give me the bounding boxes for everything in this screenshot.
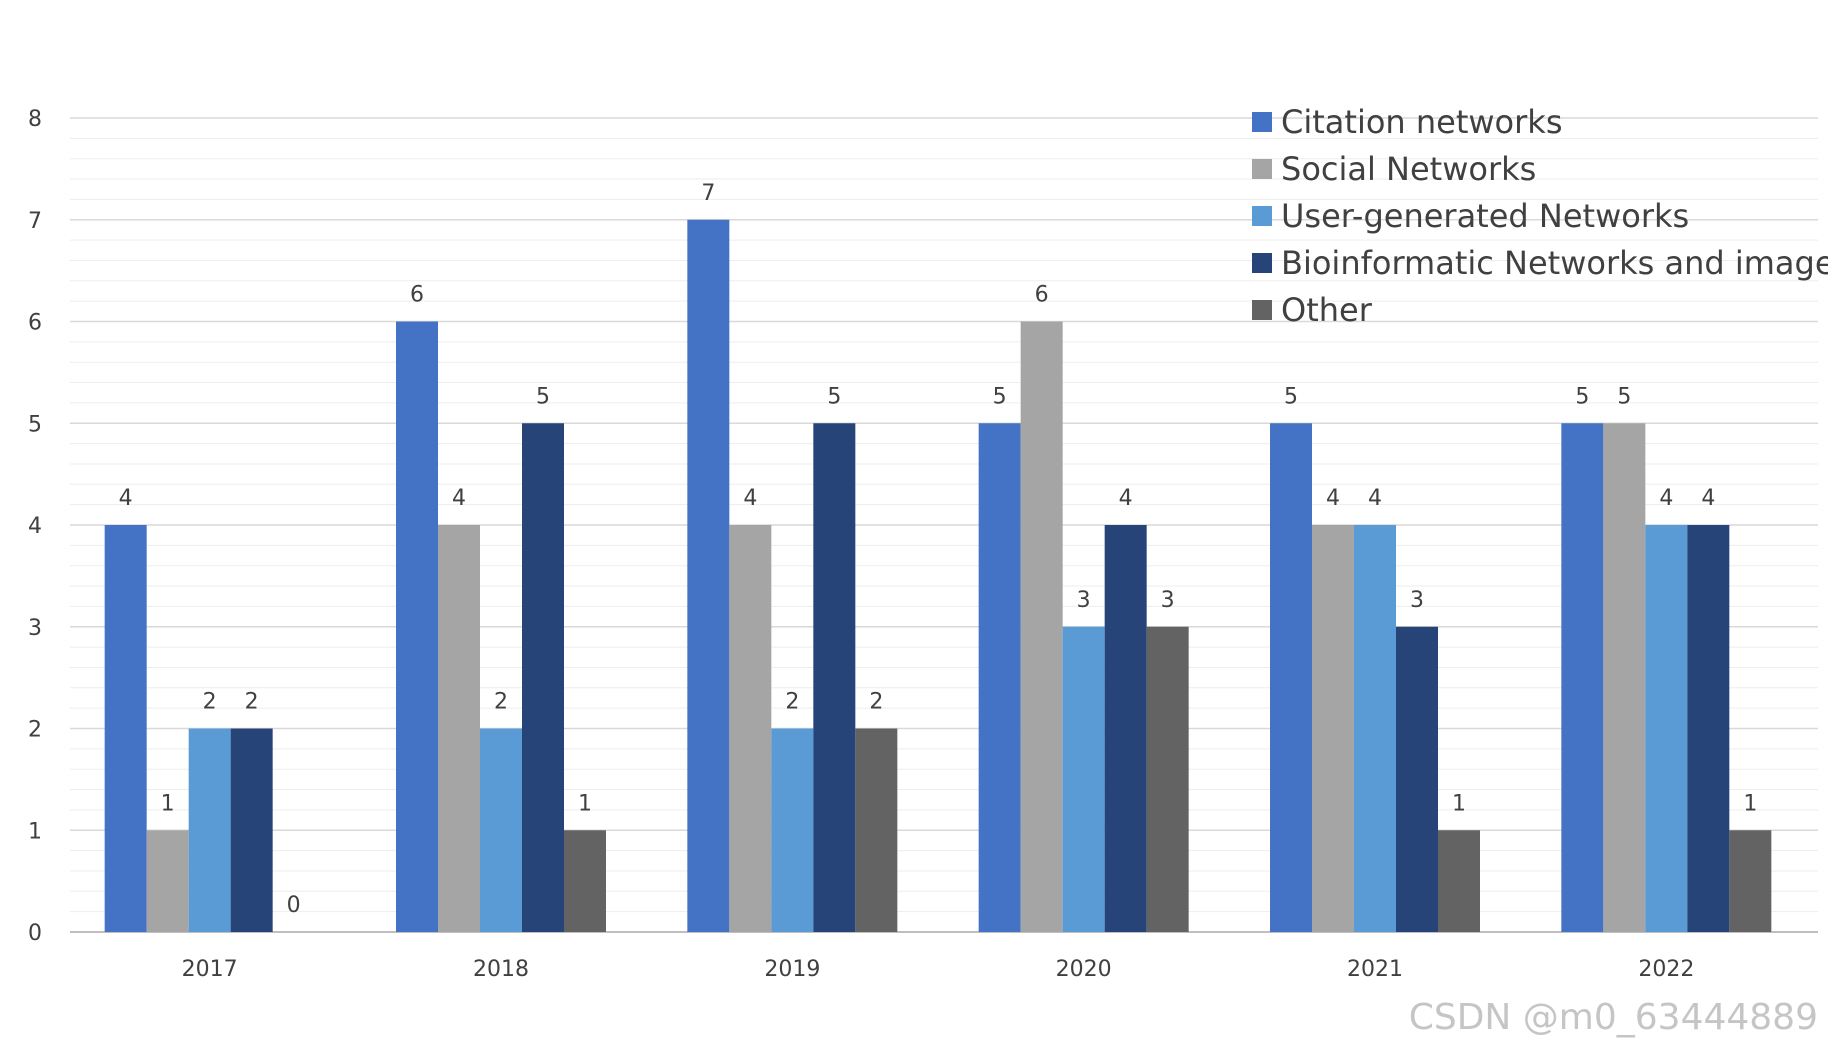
bar-citation-networks-2019 bbox=[687, 219, 730, 932]
data-label: 1 bbox=[161, 791, 175, 816]
x-tick-label: 2022 bbox=[1638, 957, 1694, 982]
legend-label: Citation networks bbox=[1281, 103, 1562, 141]
bar-user-generated-networks-2020 bbox=[1062, 626, 1105, 932]
bar-bioinformatic-networks-and-images-2017 bbox=[230, 728, 273, 932]
data-label: 6 bbox=[410, 283, 424, 308]
data-label: 4 bbox=[452, 486, 466, 511]
bar-other-2020 bbox=[1146, 626, 1189, 932]
x-tick-label: 2020 bbox=[1056, 957, 1112, 982]
legend-label: User-generated Networks bbox=[1281, 197, 1689, 235]
x-tick-label: 2021 bbox=[1347, 957, 1403, 982]
bar-bioinformatic-networks-and-images-2022 bbox=[1687, 525, 1730, 932]
data-labels: 4 1 2 2 0 6 4 2 5 1 7 4 2 5 2 5 6 3 4 3 5 4 4 3 1 5 5 4 4 1 bbox=[119, 181, 1758, 918]
y-tick-label: 3 bbox=[28, 616, 42, 641]
y-tick-label: 8 bbox=[28, 107, 42, 132]
bar-user-generated-networks-2019 bbox=[771, 728, 814, 932]
bar-bioinformatic-networks-and-images-2018 bbox=[522, 423, 564, 932]
bar-other-2018 bbox=[564, 830, 606, 932]
bar-other-2019 bbox=[855, 728, 898, 932]
data-label: 4 bbox=[1701, 486, 1715, 511]
bar-user-generated-networks-2018 bbox=[480, 728, 522, 932]
bar-social-networks-2021 bbox=[1312, 525, 1354, 932]
y-tick-label: 7 bbox=[28, 209, 42, 234]
data-label: 2 bbox=[494, 690, 508, 715]
y-tick-label: 1 bbox=[28, 819, 42, 844]
data-label: 5 bbox=[1575, 384, 1589, 409]
legend-label: Other bbox=[1281, 291, 1373, 329]
gridlines bbox=[70, 117, 1818, 933]
bar-citation-networks-2022 bbox=[1561, 423, 1604, 932]
x-tick-label: 2017 bbox=[182, 957, 238, 982]
legend-swatch bbox=[1252, 300, 1272, 320]
bar-other-2022 bbox=[1729, 830, 1772, 932]
y-tick-label: 5 bbox=[28, 412, 42, 437]
legend-label: Bioinformatic Networks and images bbox=[1281, 244, 1828, 282]
watermark: CSDN @m0_63444889 bbox=[1408, 997, 1818, 1038]
y-tick-label: 4 bbox=[28, 514, 42, 539]
data-label: 1 bbox=[578, 791, 592, 816]
x-tick-label: 2018 bbox=[473, 957, 529, 982]
y-tick-label: 2 bbox=[28, 718, 42, 743]
data-label: 2 bbox=[245, 690, 259, 715]
data-label: 0 bbox=[287, 893, 301, 918]
bar-citation-networks-2021 bbox=[1270, 423, 1312, 932]
data-label: 2 bbox=[203, 690, 217, 715]
data-label: 3 bbox=[1161, 588, 1175, 613]
data-label: 4 bbox=[1659, 486, 1673, 511]
legend-swatch bbox=[1252, 159, 1272, 179]
data-label: 4 bbox=[1119, 486, 1133, 511]
bar-user-generated-networks-2017 bbox=[188, 728, 231, 932]
x-axis-ticks: 2017 2018 2019 2020 2021 2022 bbox=[182, 957, 1695, 982]
bars bbox=[104, 219, 1772, 932]
bar-bioinformatic-networks-and-images-2020 bbox=[1104, 525, 1147, 932]
data-label: 2 bbox=[869, 690, 883, 715]
data-label: 5 bbox=[1284, 384, 1298, 409]
data-label: 3 bbox=[1077, 588, 1091, 613]
bar-citation-networks-2017 bbox=[104, 525, 147, 932]
bar-bioinformatic-networks-and-images-2021 bbox=[1396, 626, 1438, 932]
bar-citation-networks-2020 bbox=[978, 423, 1021, 932]
data-label: 4 bbox=[1368, 486, 1382, 511]
data-label: 3 bbox=[1410, 588, 1424, 613]
legend-swatch bbox=[1252, 253, 1272, 273]
bar-social-networks-2019 bbox=[729, 525, 772, 932]
bar-social-networks-2022 bbox=[1603, 423, 1646, 932]
y-tick-label: 6 bbox=[28, 311, 42, 336]
data-label: 4 bbox=[119, 486, 133, 511]
data-label: 2 bbox=[785, 690, 799, 715]
data-label: 1 bbox=[1452, 791, 1466, 816]
legend-label: Social Networks bbox=[1281, 150, 1536, 188]
data-label: 5 bbox=[536, 384, 550, 409]
bar-user-generated-networks-2022 bbox=[1645, 525, 1688, 932]
bar-social-networks-2017 bbox=[146, 830, 189, 932]
x-tick-label: 2019 bbox=[764, 957, 820, 982]
legend-swatch bbox=[1252, 206, 1272, 226]
data-label: 6 bbox=[1035, 283, 1049, 308]
bar-social-networks-2018 bbox=[438, 525, 480, 932]
legend: Citation networks Social Networks User-gen… bbox=[1252, 103, 1828, 329]
data-label: 4 bbox=[743, 486, 757, 511]
y-axis-ticks: 0 1 2 3 4 5 6 7 8 bbox=[28, 107, 42, 946]
bar-citation-networks-2018 bbox=[396, 321, 438, 932]
bar-other-2021 bbox=[1438, 830, 1480, 932]
bar-social-networks-2020 bbox=[1020, 321, 1063, 932]
bar-user-generated-networks-2021 bbox=[1354, 525, 1396, 932]
y-tick-label: 0 bbox=[28, 921, 42, 946]
bar-bioinformatic-networks-and-images-2019 bbox=[813, 423, 856, 932]
data-label: 1 bbox=[1743, 791, 1757, 816]
data-label: 5 bbox=[827, 384, 841, 409]
data-label: 5 bbox=[993, 384, 1007, 409]
data-label: 7 bbox=[701, 181, 715, 206]
legend-swatch bbox=[1252, 112, 1272, 132]
data-label: 5 bbox=[1617, 384, 1631, 409]
data-label: 4 bbox=[1326, 486, 1340, 511]
